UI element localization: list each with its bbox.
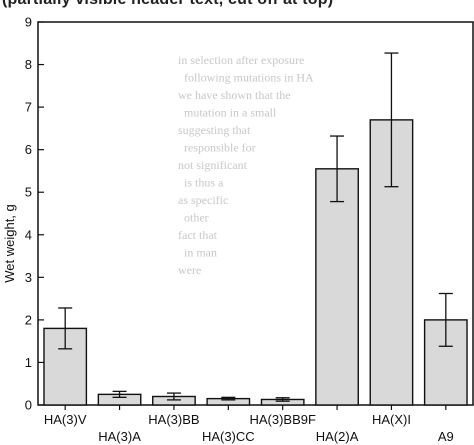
bleed-through-text: is thus a <box>184 176 224 190</box>
y-axis: 0 1 2 3 4 5 6 7 8 9 <box>25 15 44 413</box>
y-tick-label: 5 <box>25 185 32 200</box>
y-tick-label: 7 <box>25 100 32 115</box>
page-header-fragment: (partially visible header text, cut off … <box>0 0 474 16</box>
bleed-through-text: responsible for <box>184 141 256 155</box>
x-tick-label: A9 <box>438 429 454 444</box>
error-bars <box>58 52 453 402</box>
bleed-through-text: as specific <box>178 193 228 207</box>
y-tick-label: 9 <box>25 15 32 30</box>
background-text-bleed: in selection after exposure following mut… <box>178 53 314 277</box>
y-tick-label: 2 <box>25 312 32 327</box>
bleed-through-text: suggesting that <box>178 123 251 137</box>
bar-ha-2-a <box>315 168 359 406</box>
y-axis-label: Wet weight, g <box>2 204 17 283</box>
x-tick-label: HA(3)BB <box>148 412 199 427</box>
x-tick-label: HA(3)BB9F <box>249 412 316 427</box>
x-tick-label: HA(3)V <box>44 412 87 427</box>
bars <box>43 119 468 406</box>
bleed-through-text: other <box>184 211 209 225</box>
y-tick-label: 8 <box>25 57 32 72</box>
page-header-text: (partially visible header text, cut off … <box>2 0 333 9</box>
bleed-through-text: in selection after exposure <box>178 53 304 67</box>
y-tick-label: 1 <box>25 355 32 370</box>
bleed-through-text: mutation in a small <box>184 106 277 120</box>
bleed-through-text: following mutations in HA <box>184 71 314 85</box>
y-tick-label: 0 <box>25 398 32 413</box>
x-tick-label: HA(X)I <box>372 412 411 427</box>
x-tick-label: HA(3)A <box>98 429 141 444</box>
plot-frame <box>37 21 474 406</box>
bleed-through-text: not significant <box>178 158 248 172</box>
y-tick-label: 3 <box>25 270 32 285</box>
bleed-through-text: we have shown that the <box>178 88 291 102</box>
bleed-through-text: fact that <box>178 228 218 242</box>
y-tick-label: 4 <box>25 227 32 242</box>
x-tick-label: HA(2)A <box>316 429 359 444</box>
bleed-through-text: in man <box>184 246 217 260</box>
bleed-through-text: were <box>178 263 201 277</box>
x-tick-label: HA(3)CC <box>202 429 255 444</box>
y-tick-label: 6 <box>25 142 32 157</box>
